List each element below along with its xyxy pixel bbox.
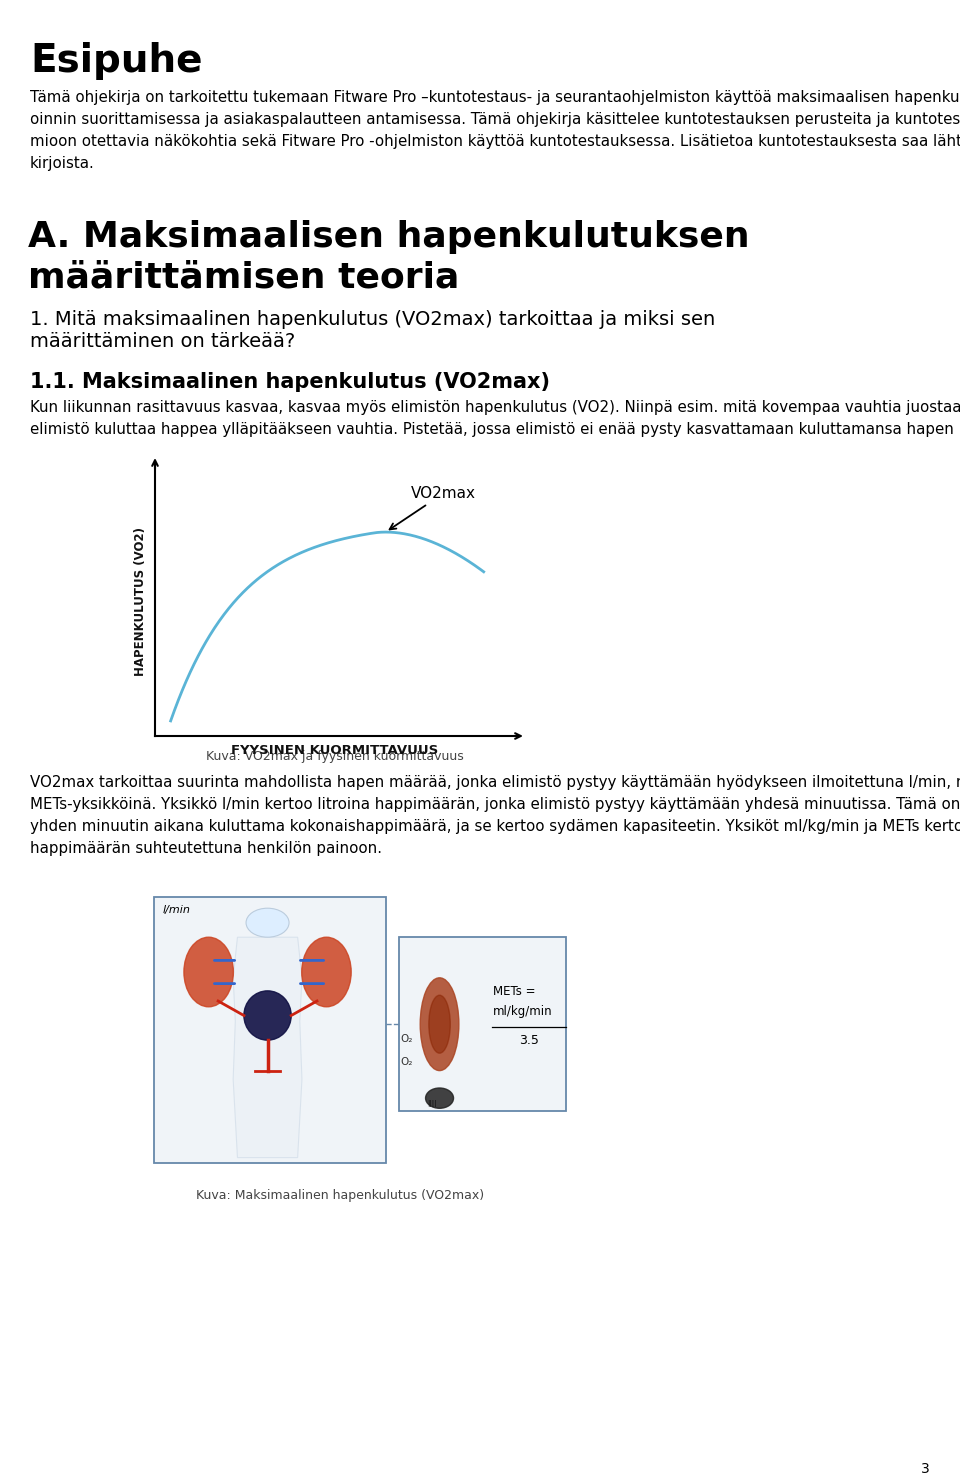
Text: elimistö kuluttaa happea ylläpitääkseen vauhtia. Pistetää, jossa elimistö ei enä: elimistö kuluttaa happea ylläpitääkseen … [30, 422, 960, 437]
Text: O₂: O₂ [401, 1057, 413, 1067]
Ellipse shape [244, 991, 291, 1040]
FancyBboxPatch shape [154, 897, 386, 1163]
Y-axis label: HAPENKULUTUS (VO2): HAPENKULUTUS (VO2) [133, 526, 147, 676]
Text: mioon otettavia näkökohtia sekä Fitware Pro -ohjelmiston käyttöä kuntotestaukses: mioon otettavia näkökohtia sekä Fitware … [30, 133, 960, 150]
Text: Kuva: VO2max ja fyysinen kuormittavuus: Kuva: VO2max ja fyysinen kuormittavuus [206, 750, 464, 763]
Text: ml/kg/min: ml/kg/min [492, 1005, 552, 1018]
Text: 3.5: 3.5 [519, 1034, 539, 1048]
Text: A. Maksimaalisen hapenkulutuksen: A. Maksimaalisen hapenkulutuksen [28, 219, 750, 253]
Text: Tämä ohjekirja on tarkoitettu tukemaan Fitware Pro –kuntotestaus- ja seurantaohj: Tämä ohjekirja on tarkoitettu tukemaan F… [30, 90, 960, 105]
Text: Kun liikunnan rasittavuus kasvaa, kasvaa myös elimistön hapenkulutus (VO2). Niin: Kun liikunnan rasittavuus kasvaa, kasvaa… [30, 400, 960, 415]
Ellipse shape [425, 1088, 453, 1109]
Text: VO2max tarkoittaa suurinta mahdollista hapen määrää, jonka elimistö pystyy käytt: VO2max tarkoittaa suurinta mahdollista h… [30, 775, 960, 790]
Text: 1. Mitä maksimaalinen hapenkulutus (VO2max) tarkoittaa ja miksi sen: 1. Mitä maksimaalinen hapenkulutus (VO2m… [30, 310, 715, 329]
Text: ||||: |||| [426, 1101, 436, 1107]
Text: METs =: METs = [493, 986, 536, 999]
Text: l/min: l/min [162, 906, 190, 916]
Text: määrittäminen on tärkeää?: määrittäminen on tärkeää? [30, 332, 296, 351]
Text: kirjoista.: kirjoista. [30, 156, 95, 170]
Polygon shape [233, 937, 302, 1157]
Text: 3: 3 [922, 1463, 930, 1476]
Text: O₂: O₂ [401, 1033, 413, 1043]
Text: VO2max: VO2max [390, 486, 475, 529]
Circle shape [246, 908, 289, 937]
Ellipse shape [301, 937, 351, 1006]
Text: määrittämisen teoria: määrittämisen teoria [28, 259, 460, 293]
Text: Kuva: Maksimaalinen hapenkulutus (VO2max): Kuva: Maksimaalinen hapenkulutus (VO2max… [196, 1189, 484, 1202]
Ellipse shape [184, 937, 233, 1006]
Ellipse shape [420, 978, 459, 1070]
Text: yhden minuutin aikana kuluttama kokonaishappimäärä, ja se kertoo sydämen kapasit: yhden minuutin aikana kuluttama kokonais… [30, 820, 960, 834]
FancyBboxPatch shape [398, 937, 566, 1112]
Text: oinnin suorittamisessa ja asiakaspalautteen antamisessa. Tämä ohjekirja käsittel: oinnin suorittamisessa ja asiakaspalautt… [30, 113, 960, 127]
Text: METs-yksikköinä. Yksikkö l/min kertoo litroina happimäärän, jonka elimistö pysty: METs-yksikköinä. Yksikkö l/min kertoo li… [30, 797, 960, 812]
X-axis label: FYYSINEN KUORMITTAVUUS: FYYSINEN KUORMITTAVUUS [231, 744, 439, 757]
Text: 1.1. Maksimaalinen hapenkulutus (VO2max): 1.1. Maksimaalinen hapenkulutus (VO2max) [30, 372, 550, 393]
Text: happimäärän suhteutettuna henkilön painoon.: happimäärän suhteutettuna henkilön paino… [30, 840, 382, 857]
Ellipse shape [429, 996, 450, 1054]
Text: Esipuhe: Esipuhe [30, 41, 203, 80]
